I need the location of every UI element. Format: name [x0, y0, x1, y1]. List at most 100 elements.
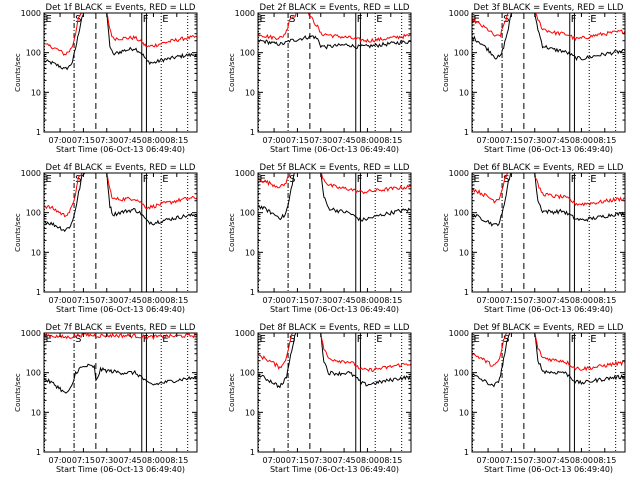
series-line-lld [258, 333, 411, 373]
event-marker-label: E [590, 174, 596, 185]
series-line-events [44, 173, 197, 233]
x-tick-label: 07:30 [95, 296, 118, 305]
y-axis-label: Counts/sec [442, 373, 450, 412]
y-tick-label: 1000 [449, 169, 469, 178]
event-marker-label: F [357, 174, 363, 185]
x-tick-label: 08:15 [593, 296, 616, 305]
event-marker-label: E [376, 174, 382, 185]
x-tick-label: 08:00 [570, 136, 593, 145]
x-tick-label: 07:15 [72, 296, 95, 305]
y-tick-label: 100 [26, 49, 41, 58]
series-line-lld [472, 333, 625, 372]
x-tick-label: 08:00 [142, 296, 165, 305]
event-marker-label: S [289, 334, 295, 345]
y-tick-label: 100 [240, 209, 255, 218]
y-tick-label: 1 [464, 448, 469, 457]
y-tick-label: 100 [454, 209, 469, 218]
x-tick-label: 07:45 [333, 136, 356, 145]
x-tick-label: 07:00 [49, 456, 72, 465]
series-line-lld [258, 173, 411, 195]
chart-title: Det 2f BLACK = Events, RED = LLD [260, 3, 410, 13]
x-tick-label: 07:00 [477, 296, 500, 305]
event-marker-label: E [376, 334, 382, 345]
event-marker-label: E [474, 174, 480, 185]
plot-frame [257, 332, 412, 453]
x-tick-label: 07:15 [500, 456, 523, 465]
event-marker-label: S [289, 174, 295, 185]
y-tick-label: 1000 [449, 9, 469, 18]
plot-frame [257, 172, 412, 293]
x-tick-label: 08:00 [570, 296, 593, 305]
event-marker-label: E [474, 14, 480, 25]
y-tick-label: 1000 [235, 9, 255, 18]
x-tick-label: 07:30 [95, 136, 118, 145]
y-axis-label: Counts/sec [14, 373, 22, 412]
y-tick-label: 10 [245, 408, 255, 417]
y-tick-label: 10 [245, 248, 255, 257]
event-marker-label: E [590, 334, 596, 345]
x-tick-label: 07:15 [72, 456, 95, 465]
y-tick-label: 1 [36, 128, 41, 137]
y-axis-label: Counts/sec [442, 53, 450, 92]
x-tick-label: 08:15 [165, 136, 188, 145]
series-line-events [472, 13, 625, 62]
x-tick-label: 07:15 [500, 136, 523, 145]
event-marker-label: E [162, 14, 168, 25]
y-tick-label: 10 [31, 248, 41, 257]
x-tick-label: 08:15 [379, 296, 402, 305]
y-tick-label: 100 [240, 49, 255, 58]
chart-title: Det 1f BLACK = Events, RED = LLD [46, 3, 196, 13]
y-tick-label: 1000 [21, 169, 41, 178]
y-tick-label: 1 [36, 448, 41, 457]
event-marker-label: S [503, 174, 509, 185]
y-axis-label: Counts/sec [14, 53, 22, 92]
chart-title: Det 5f BLACK = Events, RED = LLD [260, 163, 410, 173]
series-line-events [258, 333, 411, 389]
x-tick-label: 07:30 [95, 456, 118, 465]
y-tick-label: 1000 [449, 329, 469, 338]
series-line-lld [44, 173, 197, 218]
y-tick-label: 10 [31, 408, 41, 417]
y-tick-label: 10 [459, 408, 469, 417]
x-tick-label: 07:00 [263, 456, 286, 465]
y-axis-label: Counts/sec [14, 213, 22, 252]
series-line-lld [258, 13, 411, 43]
series-line-events [44, 363, 197, 394]
series-line-events [258, 35, 411, 50]
event-marker-label: F [571, 174, 577, 185]
x-axis-label: Start Time (06-Oct-13 06:49:40) [484, 145, 613, 154]
x-axis-label: Start Time (06-Oct-13 06:49:40) [270, 465, 399, 474]
event-marker-label: F [571, 334, 577, 345]
y-tick-label: 100 [454, 49, 469, 58]
plot-frame [471, 172, 626, 293]
x-axis-label: Start Time (06-Oct-13 06:49:40) [270, 305, 399, 314]
plot-frame [43, 332, 198, 453]
x-tick-label: 07:30 [309, 456, 332, 465]
y-tick-label: 1000 [235, 169, 255, 178]
event-marker-label: F [357, 334, 363, 345]
series-line-lld [472, 173, 625, 207]
x-tick-label: 07:30 [309, 296, 332, 305]
x-tick-label: 07:00 [477, 456, 500, 465]
x-tick-label: 08:00 [570, 456, 593, 465]
x-tick-label: 08:00 [356, 136, 379, 145]
series-line-events [472, 173, 625, 227]
chart-title: Det 6f BLACK = Events, RED = LLD [474, 163, 624, 173]
x-tick-label: 07:30 [523, 296, 546, 305]
event-marker-label: E [590, 14, 596, 25]
x-tick-label: 07:45 [119, 296, 142, 305]
event-marker-label: S [289, 14, 295, 25]
x-tick-label: 08:15 [379, 456, 402, 465]
x-tick-label: 08:00 [356, 296, 379, 305]
y-tick-label: 100 [26, 369, 41, 378]
event-marker-label: F [143, 14, 149, 25]
x-tick-label: 07:45 [333, 296, 356, 305]
y-tick-label: 1 [250, 448, 255, 457]
x-tick-label: 07:45 [119, 136, 142, 145]
